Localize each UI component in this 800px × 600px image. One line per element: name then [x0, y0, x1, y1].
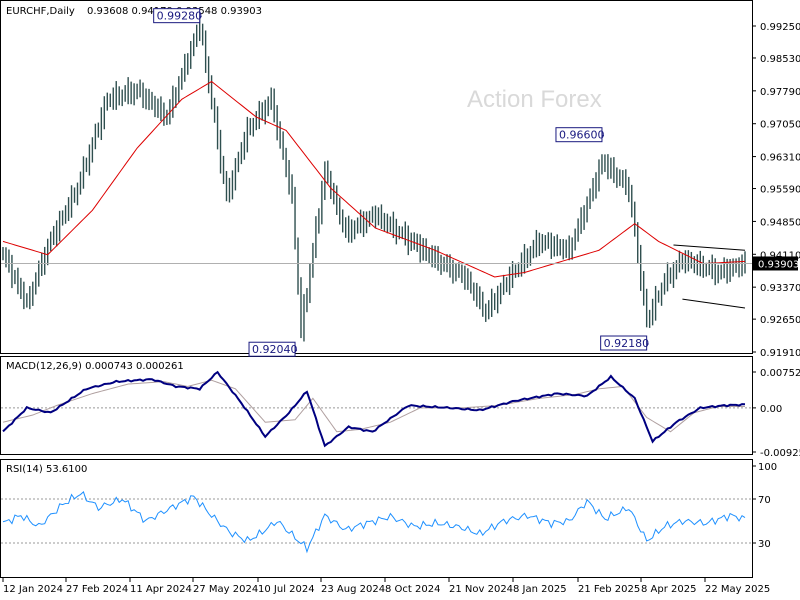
price-channel: [673, 244, 746, 309]
annotation-box: [153, 8, 201, 24]
date-tick-label: 21 Feb 2025: [578, 584, 640, 595]
rsi-panel-frame: [0, 459, 753, 578]
price-annotations: 0.99280 0.92040 0.96600 0.92180: [153, 8, 650, 357]
rsi-tick-label: 100: [758, 462, 777, 473]
annotation-label: 0.92180: [604, 337, 650, 350]
macd-panel-header: MACD(12,26,9) 0.000743 0.000261: [6, 361, 184, 372]
channel-lower-line: [682, 298, 746, 309]
price-bars: [2, 19, 746, 342]
date-tick-label: 8 Jan 2025: [513, 584, 567, 595]
price-tick-label: 0.94850: [760, 217, 800, 228]
date-tick-label: 23 Aug 2024: [321, 584, 385, 595]
date-tick-label: 22 May 2025: [705, 584, 770, 595]
date-tick-label: 8 Oct 2024: [385, 584, 440, 595]
macd-line: [2, 370, 746, 448]
price-panel-frame: [0, 0, 753, 354]
moving-average: [2, 80, 746, 278]
date-tick-label: 27 May 2024: [193, 584, 258, 595]
price-tick-label: 0.97050: [760, 120, 800, 131]
rsi-tick-label: 30: [758, 539, 771, 550]
price-tick-label: 0.98530: [760, 54, 800, 65]
macd-panel-frame: [0, 356, 753, 455]
rsi-tick-label: 70: [758, 495, 771, 506]
rsi-panel-header: RSI(14) 53.6100: [6, 464, 87, 475]
price-axis: 0.99250 0.98530 0.97790 0.97050 0.96310 0.955…: [752, 22, 800, 359]
date-tick-label: 21 Nov 2024: [449, 584, 513, 595]
macd-tick-label: 0.007526: [760, 368, 800, 379]
watermark: Action Forex: [467, 86, 602, 113]
price-tick-label: 0.92650: [760, 315, 800, 326]
date-axis: 12 Jan 2024 27 Feb 2024 11 Apr 2024 27 May …: [2, 578, 770, 595]
annotation-label: 0.92040: [252, 343, 298, 356]
ma-line: [2, 80, 746, 278]
current-price-line: 0.93903: [1, 256, 799, 271]
macd-tick-label: -0.009252: [760, 448, 800, 459]
date-tick-label: 27 Feb 2024: [66, 584, 128, 595]
annotation-box: [555, 127, 603, 143]
date-tick-label: 12 Jan 2024: [3, 584, 63, 595]
annotation-box: [248, 341, 296, 357]
macd-tick-label: 0.00: [760, 404, 782, 415]
date-tick-label: 10 Jul 2024: [258, 584, 315, 595]
current-price-badge: [752, 256, 798, 271]
price-tick-label: 0.93370: [760, 283, 800, 294]
channel-upper-line: [673, 244, 746, 251]
rsi-indicator: 100 70 30: [1, 462, 777, 554]
price-tick-label: 0.95590: [760, 185, 800, 196]
annotation-box: [600, 335, 648, 351]
annotation-label: 0.99280: [157, 10, 203, 23]
price-tick-label: 0.99250: [760, 22, 800, 33]
date-tick-label: 11 Apr 2024: [130, 584, 192, 595]
annotation-label: 0.96600: [559, 129, 605, 142]
price-tick-label: 0.96310: [760, 153, 800, 164]
rsi-line: [2, 491, 746, 554]
price-panel-header-symbol: EURCHF,Daily: [6, 6, 75, 17]
macd-indicator: 0.007526 0.00 -0.009252: [1, 368, 800, 459]
current-price-label: 0.93903: [758, 259, 799, 270]
price-tick-label: 0.94110: [760, 250, 800, 261]
date-tick-label: 8 Apr 2025: [641, 584, 696, 595]
price-tick-label: 0.97790: [760, 87, 800, 98]
price-tick-label: 0.91910: [760, 348, 800, 359]
